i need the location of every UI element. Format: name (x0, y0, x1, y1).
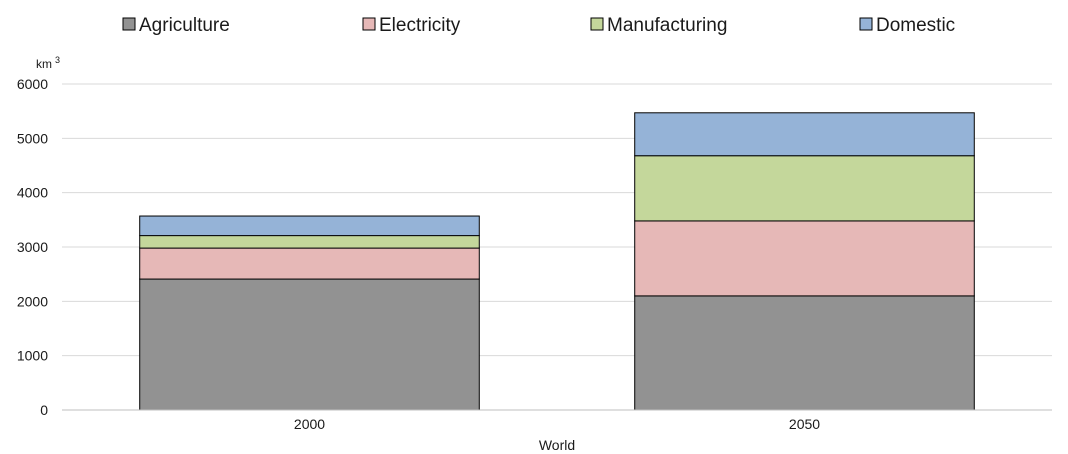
x-tick-label: 2050 (789, 416, 820, 432)
y-tick-label: 2000 (17, 293, 48, 309)
y-tick-label: 3000 (17, 239, 48, 255)
bar-segment-manufacturing-2050 (634, 155, 975, 222)
x-tick-label: 2000 (294, 416, 325, 432)
x-axis-ticks: 2000 2050 (294, 416, 820, 432)
bars (139, 112, 975, 411)
y-tick-label: 6000 (17, 76, 48, 92)
bar-segment-electricity-2050 (634, 220, 975, 297)
legend-label-domestic: Domestic (876, 15, 955, 36)
legend-label-electricity: Electricity (379, 15, 461, 36)
y-tick-label: 4000 (17, 185, 48, 201)
legend-label-manufacturing: Manufacturing (607, 15, 727, 36)
bar-segment-manufacturing-2000 (139, 235, 480, 249)
bar-segment-agriculture-2000 (139, 278, 480, 411)
bar-segment-electricity-2000 (139, 247, 480, 280)
x-axis-title: World (539, 437, 575, 453)
legend: Agriculture Electricity Manufacturing Domes… (122, 15, 955, 36)
y-tick-label: 5000 (17, 130, 48, 146)
bar-segment-domestic-2000 (139, 215, 480, 237)
y-axis-ticks: 0 1000 2000 3000 4000 5000 6000 (17, 76, 48, 418)
legend-swatch-manufacturing (590, 17, 604, 31)
legend-swatch-domestic (859, 17, 873, 31)
y-unit-label: km 3 (36, 55, 60, 71)
y-tick-label: 0 (40, 402, 48, 418)
legend-swatch-electricity (362, 17, 376, 31)
legend-swatch-agriculture (122, 17, 136, 31)
legend-label-agriculture: Agriculture (139, 15, 230, 36)
bar-segment-domestic-2050 (634, 112, 975, 157)
y-tick-label: 1000 (17, 348, 48, 364)
bar-segment-agriculture-2050 (634, 295, 975, 411)
